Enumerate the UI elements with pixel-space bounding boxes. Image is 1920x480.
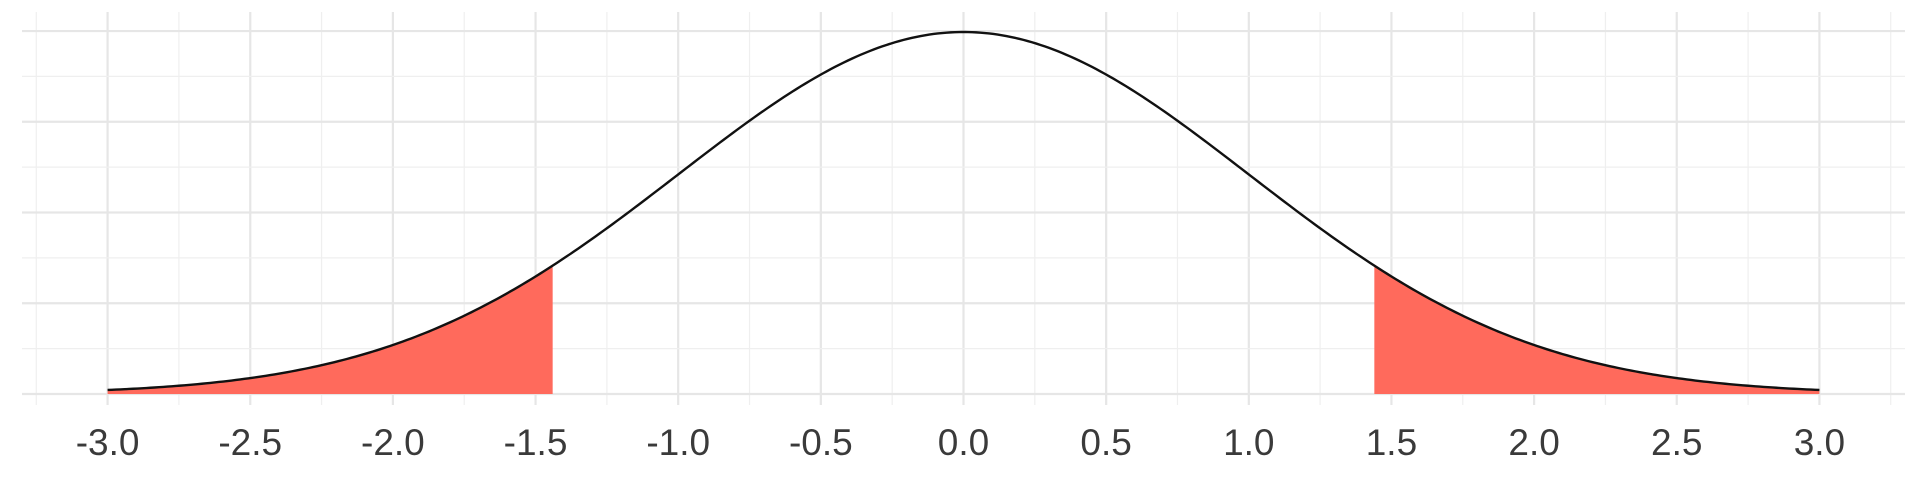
density-curve	[107, 30, 1820, 392]
density-curve-layer	[107, 30, 1820, 392]
x-tick-label: 2.5	[1651, 422, 1702, 463]
x-tick-label: 2.0	[1508, 422, 1559, 463]
x-tick-label: 0.0	[938, 422, 989, 463]
x-tick-label: -3.0	[76, 422, 140, 463]
x-tick-label: 1.5	[1366, 422, 1417, 463]
x-tick-labels: -3.0 -2.5 -2.0 -1.5 -1.0 -0.5 0.0 0.5 1.0 1.5 2.0 2…	[76, 422, 1845, 463]
grid-layer	[22, 12, 1905, 405]
shaded-right-tail	[1374, 265, 1820, 394]
shaded-left-tail	[107, 265, 553, 394]
x-tick-label: -2.0	[361, 422, 425, 463]
x-tick-label: 3.0	[1794, 422, 1845, 463]
x-tick-label: 1.0	[1223, 422, 1274, 463]
x-tick-label: -2.5	[218, 422, 282, 463]
x-tick-label: -1.0	[646, 422, 710, 463]
x-tick-label: 0.5	[1080, 422, 1131, 463]
x-tick-label: -1.5	[504, 422, 568, 463]
shaded-tails-layer	[107, 265, 1820, 394]
x-tick-label: -0.5	[789, 422, 853, 463]
